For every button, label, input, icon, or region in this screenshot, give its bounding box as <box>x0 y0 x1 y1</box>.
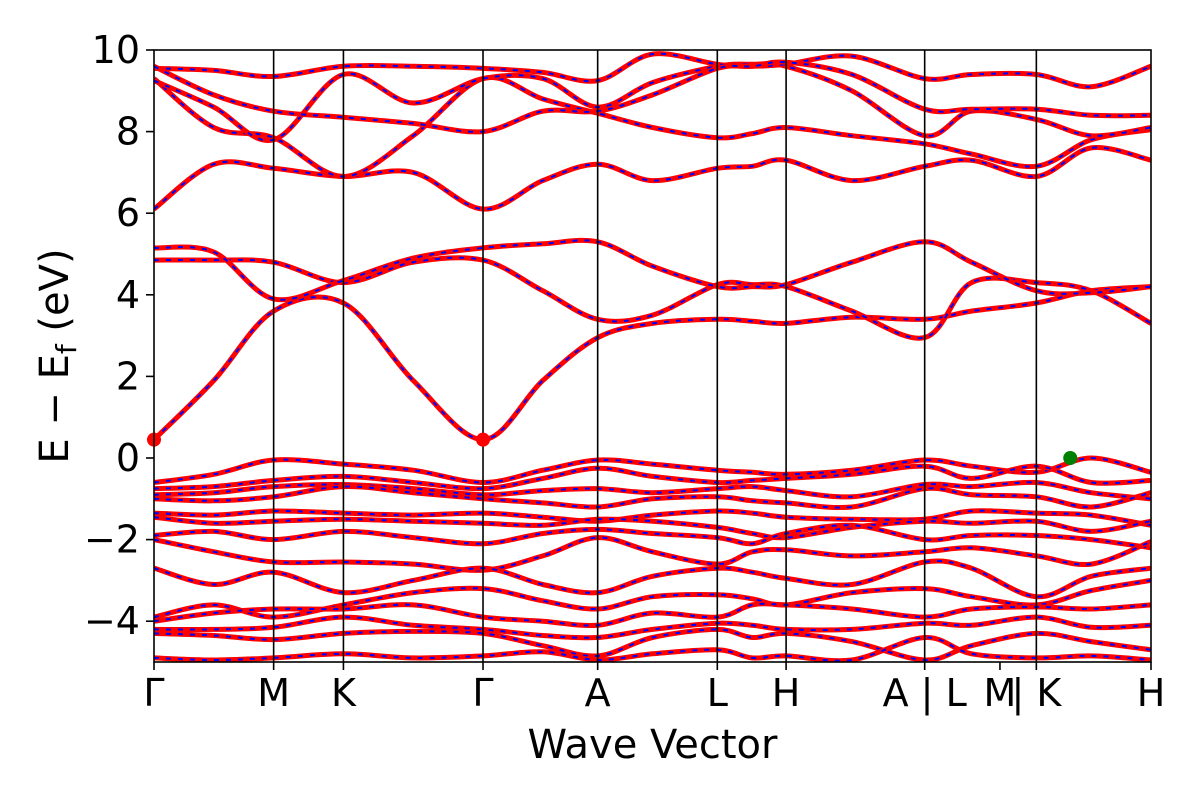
band-line-16 <box>154 558 1151 600</box>
x-tick-label-7: A | L <box>883 671 967 716</box>
x-tick-label-3: Γ <box>472 671 493 715</box>
x-tick-label-5: L <box>707 671 728 715</box>
band-dash-0 <box>154 285 1151 441</box>
y-axis-title-main: E − E <box>32 354 78 464</box>
y-tick-label-2: 0 <box>116 436 140 480</box>
band-dash-3 <box>154 146 1151 211</box>
band-dash-18 <box>154 602 1151 627</box>
x-tick-label-4: A <box>585 671 611 715</box>
band-line-20 <box>154 626 1151 662</box>
band-dash-16 <box>154 560 1151 598</box>
band-line-4 <box>154 74 1151 180</box>
band-line-19 <box>154 614 1151 641</box>
y-tick-label-0: −4 <box>84 599 140 643</box>
x-tick-label-10: H <box>1137 671 1166 715</box>
band-dash-2 <box>154 239 1151 301</box>
y-tick-label-7: 10 <box>92 28 140 72</box>
y-tick-label-1: −2 <box>84 518 140 562</box>
x-tick-label-8: M <box>984 671 1017 715</box>
band-dash-15 <box>154 536 1151 572</box>
y-tick-label-6: 8 <box>116 110 140 154</box>
x-tick-label-1: M <box>257 671 290 715</box>
vbm-marker-0 <box>1063 451 1078 465</box>
band-dash-6 <box>154 52 1151 88</box>
band-dash-17 <box>154 579 1151 619</box>
x-axis-title: Wave Vector <box>528 722 779 768</box>
kpoint-dividers <box>272 50 1038 662</box>
y-axis: −4 −2 0 2 4 6 8 10 <box>84 28 154 643</box>
band-line-11 <box>154 484 1151 511</box>
x-tick-label-6: H <box>772 671 801 715</box>
band-line-15 <box>154 535 1151 573</box>
band-line-13 <box>154 514 1151 541</box>
band-dash-14 <box>154 524 1151 549</box>
band-line-7 <box>154 59 1151 135</box>
band-line-14 <box>154 522 1151 551</box>
y-tick-label-4: 4 <box>116 273 140 317</box>
y-axis-title-unit: (eV) <box>32 248 78 344</box>
x-tick-label-9: | K <box>1011 671 1062 716</box>
y-axis-title-subscript: f <box>50 343 83 354</box>
y-axis-title: E − Ef (eV) <box>32 248 83 463</box>
plot-frame <box>153 49 1152 663</box>
band-line-0 <box>154 284 1151 443</box>
band-line-9 <box>154 463 1151 492</box>
cbm-marker-1 <box>476 432 491 447</box>
bands-layer <box>154 51 1151 662</box>
y-tick-label-3: 2 <box>116 354 140 398</box>
band-dash-21 <box>154 636 1151 662</box>
x-tick-label-2: K <box>331 671 357 715</box>
x-tick-label-0: Γ <box>143 671 164 715</box>
band-line-12 <box>154 508 1151 528</box>
band-dash-8 <box>154 456 1151 484</box>
y-tick-label-5: 6 <box>116 191 140 235</box>
